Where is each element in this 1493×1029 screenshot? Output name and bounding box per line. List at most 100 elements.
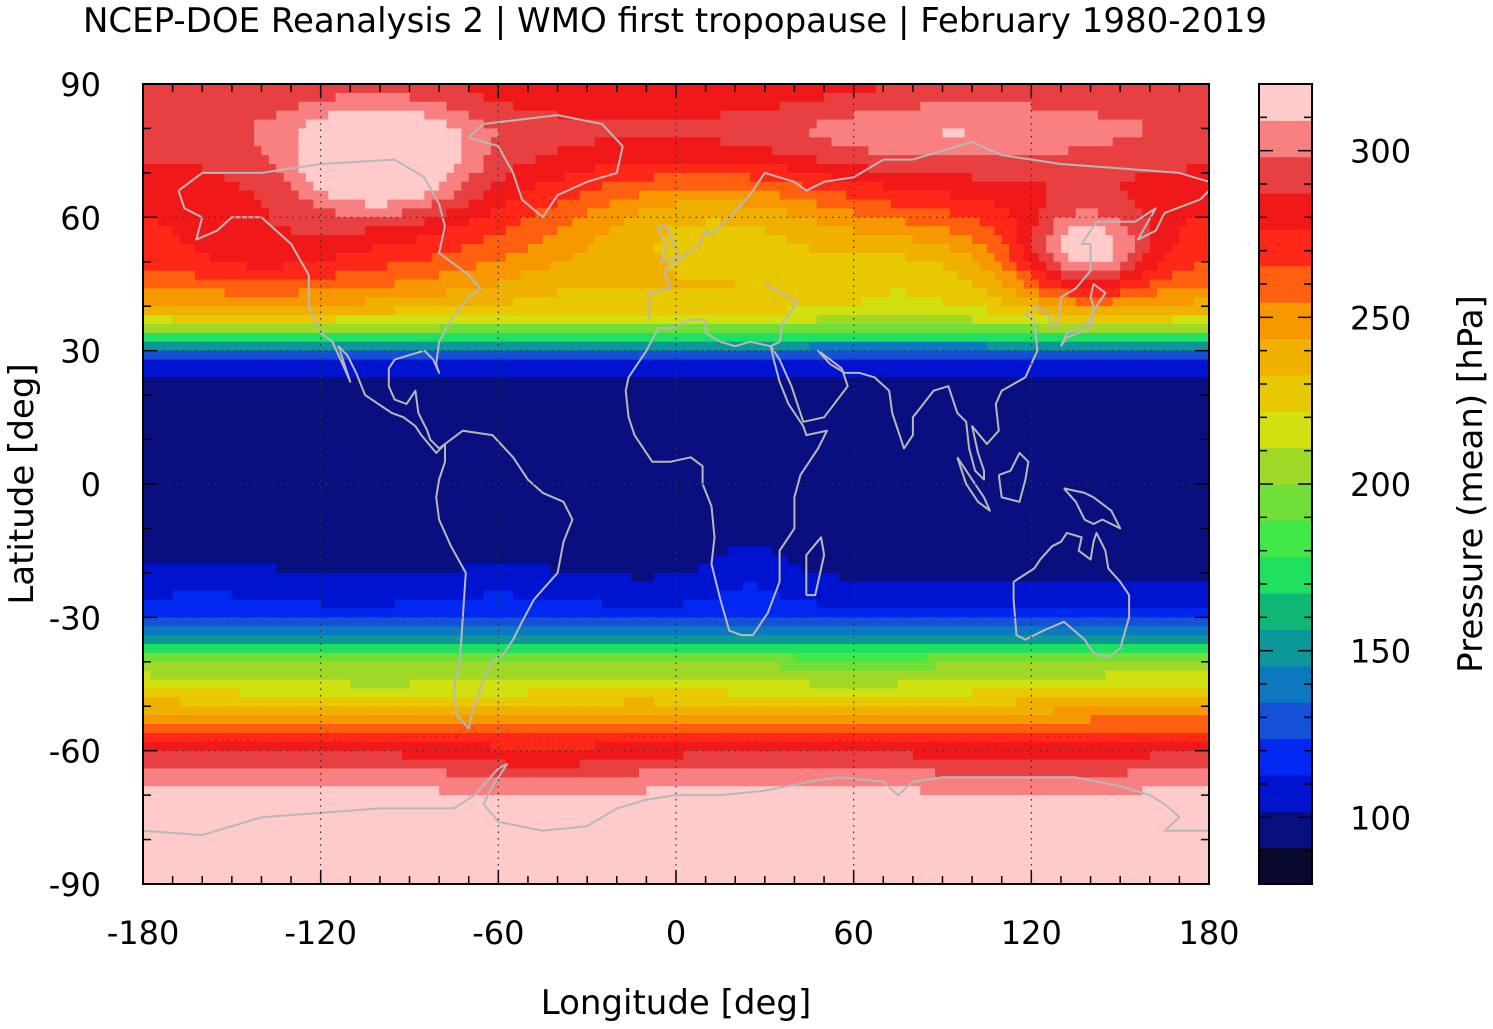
heatmap-cell (661, 199, 670, 210)
heatmap-cell (468, 297, 477, 307)
heatmap-cell (357, 92, 366, 103)
heatmap-cell (1075, 226, 1084, 236)
heatmap-cell (875, 226, 884, 236)
heatmap-cell (157, 235, 166, 245)
heatmap-cell (868, 172, 877, 183)
heatmap-cell (1046, 350, 1055, 361)
heatmap-cell (742, 377, 751, 387)
heatmap-cell (846, 199, 855, 210)
heatmap-cell (320, 172, 329, 183)
heatmap-cell (372, 341, 381, 352)
heatmap-cell (172, 235, 181, 245)
heatmap-cell (816, 137, 825, 147)
heatmap-cell (365, 155, 374, 165)
heatmap-cell (535, 261, 544, 272)
heatmap-cell (616, 155, 625, 165)
heatmap-cell (231, 84, 240, 94)
heatmap-cell (727, 368, 736, 378)
heatmap-cell (942, 297, 951, 307)
heatmap-cell (624, 119, 633, 130)
heatmap-cell (1016, 172, 1025, 183)
heatmap-cell (979, 270, 988, 281)
heatmap-cell (446, 137, 455, 147)
heatmap-cell (453, 235, 462, 245)
heatmap-cell (1157, 208, 1166, 218)
heatmap-cell (594, 190, 603, 201)
heatmap-cell (1090, 181, 1099, 192)
heatmap-cell (727, 164, 736, 174)
heatmap-cell (550, 306, 559, 316)
heatmap-cell (239, 199, 248, 210)
heatmap-cell (912, 377, 921, 387)
heatmap-cell (468, 190, 477, 201)
heatmap-cell (387, 146, 396, 156)
heatmap-cell (291, 377, 300, 387)
heatmap-cell (328, 110, 337, 121)
heatmap-cell (683, 226, 692, 236)
heatmap-cell (1164, 306, 1173, 316)
heatmap-cell (254, 119, 263, 130)
heatmap-cell (935, 252, 944, 263)
heatmap-cell (1201, 128, 1209, 138)
heatmap-cell (935, 368, 944, 378)
heatmap-cell (461, 270, 470, 281)
heatmap-cell (787, 359, 796, 370)
heatmap-cell (713, 84, 722, 94)
heatmap-cell (194, 235, 203, 245)
heatmap-cell (1038, 279, 1047, 290)
heatmap-cell (239, 261, 248, 272)
heatmap-cell (261, 172, 270, 183)
heatmap-cell (468, 315, 477, 325)
heatmap-cell (668, 252, 677, 263)
heatmap-cell (631, 155, 640, 165)
heatmap-cell (187, 244, 196, 254)
heatmap-cell (1127, 252, 1136, 263)
heatmap-cell (616, 270, 625, 281)
heatmap-cell (979, 217, 988, 227)
heatmap-cell (713, 208, 722, 218)
heatmap-cell (217, 244, 226, 254)
heatmap-cell (920, 119, 929, 130)
heatmap-cell (446, 199, 455, 210)
heatmap-cell (1149, 368, 1158, 378)
heatmap-cell (542, 172, 551, 183)
heatmap-cell (735, 377, 744, 387)
heatmap-cell (335, 332, 344, 343)
heatmap-cell (1179, 377, 1188, 387)
heatmap-cell (1149, 164, 1158, 174)
heatmap-cell (365, 235, 374, 245)
heatmap-cell (920, 155, 929, 165)
heatmap-cell (239, 137, 248, 147)
heatmap-cell (328, 101, 337, 112)
heatmap-cell (505, 377, 514, 387)
heatmap-cell (239, 332, 248, 343)
heatmap-cell (1075, 315, 1084, 325)
heatmap-cell (831, 226, 840, 236)
heatmap-cell (498, 172, 507, 183)
heatmap-cell (157, 324, 166, 334)
heatmap-cell (1179, 235, 1188, 245)
heatmap-cell (187, 155, 196, 165)
heatmap-cell (1120, 306, 1129, 316)
heatmap-cell (676, 119, 684, 130)
heatmap-cell (1171, 261, 1180, 272)
heatmap-cell (387, 368, 396, 378)
heatmap-cell (513, 208, 522, 218)
heatmap-cell (394, 324, 403, 334)
heatmap-cell (1149, 244, 1158, 254)
heatmap-cell (757, 279, 766, 290)
heatmap-cell (209, 217, 218, 227)
heatmap-cell (1186, 244, 1195, 254)
heatmap-cell (1164, 110, 1173, 121)
heatmap-cell (1164, 270, 1173, 281)
heatmap-cell (535, 315, 544, 325)
heatmap-cell (1171, 101, 1180, 112)
heatmap-cell (912, 297, 921, 307)
heatmap-cell (446, 155, 455, 165)
heatmap-cell (764, 252, 773, 263)
heatmap-cell (587, 332, 596, 343)
heatmap-cell (550, 252, 559, 263)
heatmap-cell (535, 226, 544, 236)
heatmap-cell (209, 101, 218, 112)
heatmap-cell (720, 244, 729, 254)
